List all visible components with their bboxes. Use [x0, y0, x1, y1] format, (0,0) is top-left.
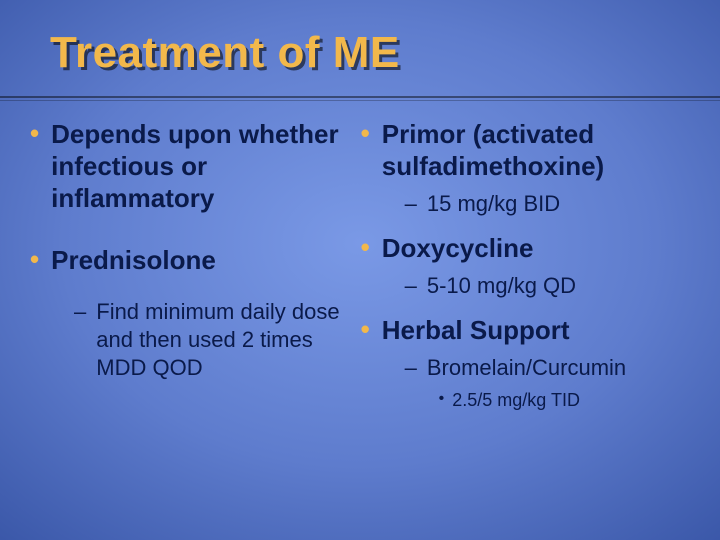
subsub-text: 2.5/5 mg/kg TID: [452, 388, 580, 412]
sub-text: Bromelain/Curcumin: [427, 354, 626, 382]
bullet-item: • Herbal Support: [361, 314, 708, 346]
content-columns: • Depends upon whether infectious or inf…: [0, 100, 720, 540]
right-column: • Primor (activated sulfadimethoxine) – …: [361, 118, 708, 520]
right-block-1: • Doxycycline – 5-10 mg/kg QD: [361, 232, 708, 300]
left-block-1: • Prednisolone – Find minimum daily dose…: [30, 244, 351, 382]
bullet-icon: •: [30, 244, 39, 274]
bullet-item: • Primor (activated sulfadimethoxine): [361, 118, 708, 182]
bullet-text: Primor (activated sulfadimethoxine): [382, 118, 708, 182]
bullet-text: Depends upon whether infectious or infla…: [51, 118, 351, 214]
bullet-icon: •: [361, 118, 370, 148]
bullet-item: • Doxycycline: [361, 232, 708, 264]
dash-icon: –: [405, 272, 417, 300]
sub-text: 15 mg/kg BID: [427, 190, 560, 218]
left-column: • Depends upon whether infectious or inf…: [30, 118, 351, 520]
sub-item: – 5-10 mg/kg QD: [405, 272, 708, 300]
dash-icon: –: [405, 190, 417, 218]
slide: Treatment of ME Treatment of ME • Depend…: [0, 0, 720, 540]
bullet-item: • Depends upon whether infectious or inf…: [30, 118, 351, 214]
bullet-icon: •: [361, 314, 370, 344]
subsub-item: • 2.5/5 mg/kg TID: [439, 388, 708, 412]
bullet-text: Herbal Support: [382, 314, 570, 346]
right-block-0: • Primor (activated sulfadimethoxine) – …: [361, 118, 708, 218]
bullet-text: Prednisolone: [51, 244, 216, 276]
left-block-0: • Depends upon whether infectious or inf…: [30, 118, 351, 214]
sub-text: Find minimum daily dose and then used 2 …: [96, 298, 350, 382]
title-area: Treatment of ME Treatment of ME: [0, 0, 720, 88]
sub-item: – Bromelain/Curcumin: [405, 354, 708, 382]
sub-item: – Find minimum daily dose and then used …: [74, 298, 351, 382]
slide-title: Treatment of ME: [50, 28, 720, 78]
bullet-icon: •: [361, 232, 370, 262]
bullet-item: • Prednisolone: [30, 244, 351, 276]
sub-item: – 15 mg/kg BID: [405, 190, 708, 218]
bullet-text: Doxycycline: [382, 232, 534, 264]
dot-icon: •: [439, 388, 445, 410]
dash-icon: –: [74, 298, 86, 326]
right-block-2: • Herbal Support – Bromelain/Curcumin • …: [361, 314, 708, 412]
dash-icon: –: [405, 354, 417, 382]
bullet-icon: •: [30, 118, 39, 148]
sub-text: 5-10 mg/kg QD: [427, 272, 576, 300]
